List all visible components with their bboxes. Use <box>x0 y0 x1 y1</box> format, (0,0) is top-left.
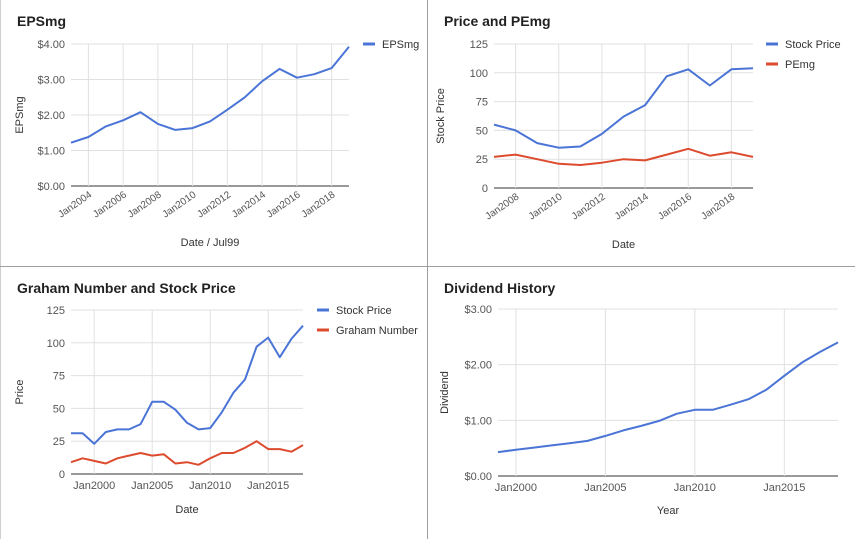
x-tick-label: Jan2005 <box>131 480 173 492</box>
x-axis-label: Date / Jul99 <box>181 237 240 249</box>
x-tick-label: Jan2010 <box>161 189 199 220</box>
series-line-1 <box>493 147 754 166</box>
series-line-0 <box>71 325 304 445</box>
y-tick-label: 25 <box>53 436 65 448</box>
x-tick-label: Jan2008 <box>126 189 164 220</box>
series-line-0 <box>497 341 839 454</box>
x-tick-label: Jan2004 <box>56 189 94 220</box>
y-tick-label: 25 <box>476 154 488 166</box>
x-tick-label: Jan2000 <box>495 482 537 494</box>
x-tick-label: Jan2010 <box>189 480 231 492</box>
x-tick-label: Jan2014 <box>230 189 268 220</box>
y-tick-label: 50 <box>53 403 65 415</box>
y-axis-label: Dividend <box>439 371 451 414</box>
chart-title: EPSmg <box>17 13 66 29</box>
chart-title: Price and PEmg <box>444 13 551 29</box>
y-tick-label: $3.00 <box>464 304 492 316</box>
legend-label: Stock Price <box>336 305 392 317</box>
dividend-chart-panel: Dividend History $0.00 $1.00 $2.00 $3.00 Jan2… <box>428 267 855 539</box>
series-line-1 <box>70 440 304 466</box>
y-tick-label: 50 <box>476 125 488 137</box>
y-tick-label: $0.00 <box>464 471 492 483</box>
chart-title: Graham Number and Stock Price <box>17 280 236 296</box>
graham-chart-panel: Graham Number and Stock Price 0 25 50 75 100 1… <box>1 267 427 539</box>
x-tick-label: Jan2016 <box>656 191 694 222</box>
x-tick-label: Jan2015 <box>247 480 289 492</box>
dividend-chart: Dividend History $0.00 $1.00 $2.00 $3.00 Jan2… <box>439 280 839 517</box>
legend-label: PEmg <box>785 59 815 71</box>
eps-chart: EPSmg$0.00$1.00$2.00$3.00$4.00Jan2004Jan… <box>14 13 419 249</box>
x-tick-label: Jan2018 <box>699 191 737 222</box>
y-tick-label: 75 <box>53 371 65 383</box>
panel-divider-vertical <box>427 0 428 539</box>
y-tick-label: $0.00 <box>37 181 65 193</box>
x-tick-label: Jan2005 <box>584 482 626 494</box>
y-tick-label: $1.00 <box>37 146 65 158</box>
y-tick-label: $4.00 <box>37 39 65 51</box>
x-tick-label: Jan2012 <box>195 189 233 220</box>
y-tick-label: 0 <box>59 469 65 481</box>
legend-label: Stock Price <box>785 39 841 51</box>
x-tick-label: Jan2008 <box>484 191 522 222</box>
series-line-0 <box>493 67 754 149</box>
x-tick-label: Jan2018 <box>300 189 338 220</box>
x-tick-label: Jan2014 <box>613 191 651 222</box>
y-tick-label: $2.00 <box>464 360 492 372</box>
y-axis-label: EPSmg <box>14 96 26 133</box>
y-tick-label: 75 <box>476 97 488 109</box>
graham-chart: Graham Number and Stock Price 0 25 50 75 100 1… <box>14 280 418 516</box>
legend-label: EPSmg <box>382 39 419 51</box>
y-tick-label: $2.00 <box>37 110 65 122</box>
x-tick-label: Jan2015 <box>763 482 805 494</box>
eps-chart-panel: EPSmg $0.00 $1.00 $2.00 $3.00 $4.00 Jan2004 Jan… <box>1 0 427 266</box>
y-axis-label: Stock Price <box>435 88 447 144</box>
x-axis-label: Date <box>612 239 635 251</box>
legend-label: Graham Number <box>336 325 418 337</box>
x-axis-label: Date <box>175 504 198 516</box>
x-tick-label: Jan2000 <box>73 480 115 492</box>
panel-divider-horizontal <box>0 266 855 267</box>
y-tick-label: $1.00 <box>464 415 492 427</box>
x-axis-label: Year <box>657 505 680 517</box>
x-tick-label: Jan2012 <box>570 191 608 222</box>
x-tick-label: Jan2010 <box>674 482 716 494</box>
y-axis-label: Price <box>14 379 26 404</box>
y-tick-label: 100 <box>47 338 65 350</box>
y-tick-label: 125 <box>47 305 65 317</box>
series-line-0 <box>70 46 350 144</box>
x-tick-label: Jan2010 <box>527 191 565 222</box>
price-pe-chart-panel: Price and PEmg 0 25 50 75 100 125 Jan2008 Jan201… <box>428 0 855 266</box>
y-tick-label: 100 <box>470 68 488 80</box>
y-tick-label: $3.00 <box>37 75 65 87</box>
y-tick-label: 125 <box>470 39 488 51</box>
x-tick-label: Jan2016 <box>265 189 303 220</box>
y-tick-label: 0 <box>482 183 488 195</box>
chart-title: Dividend History <box>444 280 555 296</box>
left-edge-line <box>0 0 1 539</box>
x-tick-label: Jan2006 <box>91 189 129 220</box>
